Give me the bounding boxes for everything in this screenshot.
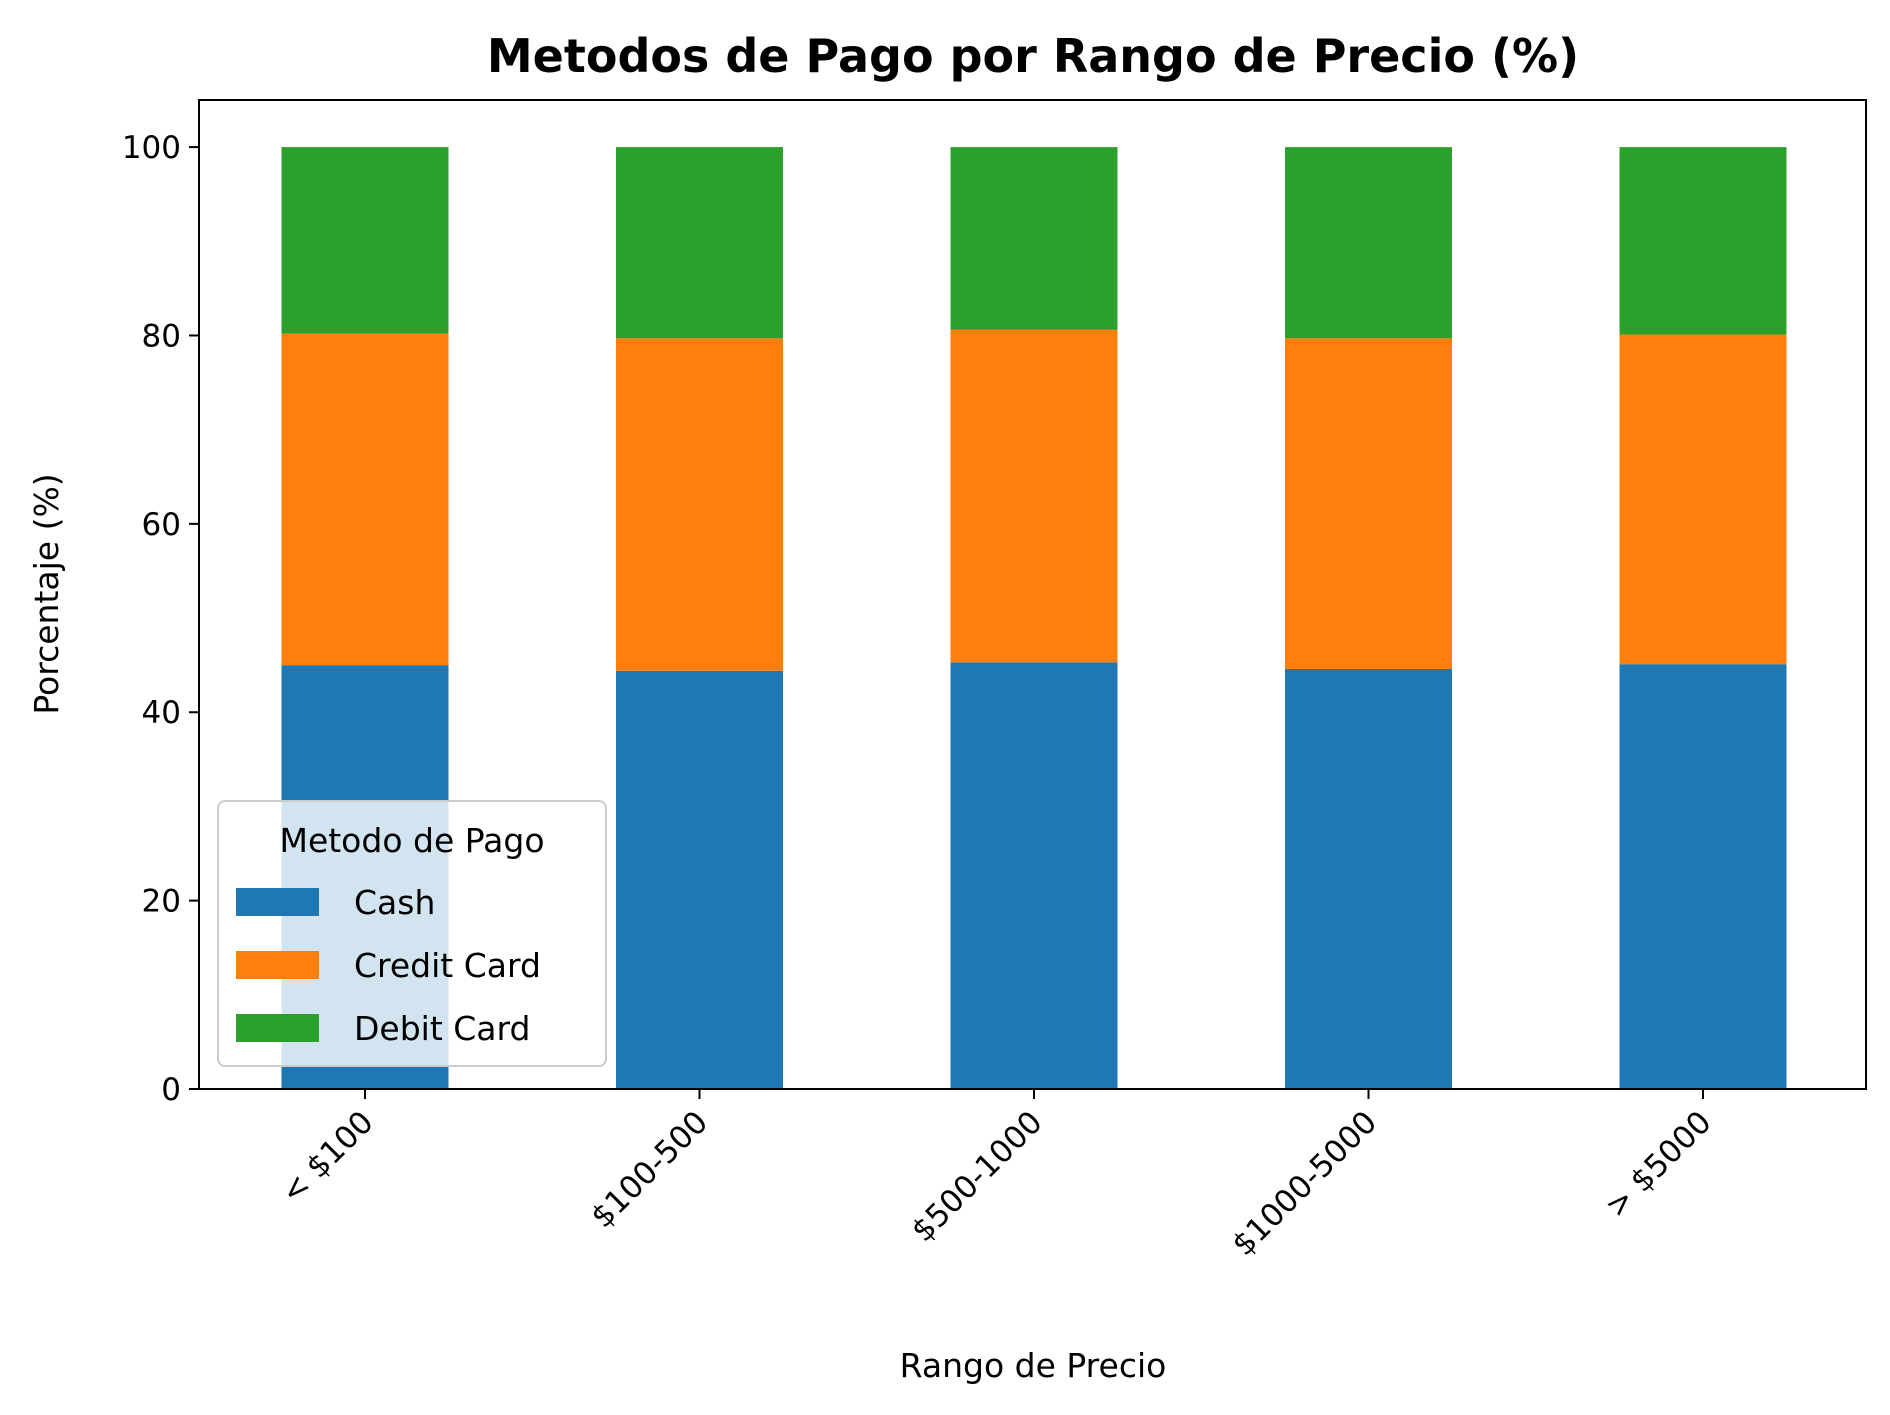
x-axis: < $100 $100-500 $500-1000 $1000-5000 > $5000 [274,1089,1719,1263]
legend-label-debit-card: Debit Card [354,1009,530,1048]
y-axis-label: Porcentaje (%) [27,473,66,714]
legend: Metodo de Pago Cash Credit Card Debit Card [217,800,607,1067]
y-tick-label: 20 [142,884,181,920]
bar-cash-1 [616,670,783,1089]
bar-debit-card-3 [1285,147,1452,339]
bar-cash-4 [1619,664,1787,1089]
y-tick-label: 100 [122,130,181,166]
legend-label-cash: Cash [354,883,435,922]
chart-title: Metodos de Pago por Rango de Precio (%) [487,29,1579,83]
legend-swatch-credit-card [236,951,319,979]
x-tick-label: $1000-5000 [1225,1104,1384,1263]
bar-cash-3 [1285,668,1452,1089]
y-tick-label: 0 [161,1072,181,1108]
bars-layer [281,147,1787,1089]
y-tick-label: 80 [142,318,181,354]
y-axis: 0 20 40 60 80 100 [122,130,199,1108]
legend-title: Metodo de Pago [279,821,544,860]
x-tick-label: > $5000 [1598,1104,1719,1225]
bar-debit-card-2 [950,147,1118,330]
bar-credit-card-2 [950,329,1118,663]
x-tick-label: $100-500 [584,1104,715,1235]
x-tick-label: $500-1000 [905,1104,1050,1249]
bar-credit-card-1 [616,338,783,671]
bar-credit-card-3 [1285,338,1452,669]
legend-swatch-debit-card [236,1014,319,1042]
legend-label-credit-card: Credit Card [354,946,541,985]
bar-cash-2 [950,662,1118,1089]
plot-frame [198,99,1867,1090]
y-tick-label: 60 [142,507,181,543]
legend-box [217,800,607,1067]
bar-debit-card-1 [616,147,783,339]
legend-items: Cash Credit Card Debit Card [236,883,541,1048]
bar-credit-card-4 [1619,334,1787,665]
legend-swatch-cash [236,888,319,916]
x-tick-label: < $100 [274,1104,381,1211]
x-axis-label: Rango de Precio [900,1346,1167,1385]
bar-credit-card-0 [281,333,449,666]
y-tick-label: 40 [142,695,181,731]
bar-debit-card-4 [1619,147,1787,335]
bar-debit-card-0 [281,147,449,334]
